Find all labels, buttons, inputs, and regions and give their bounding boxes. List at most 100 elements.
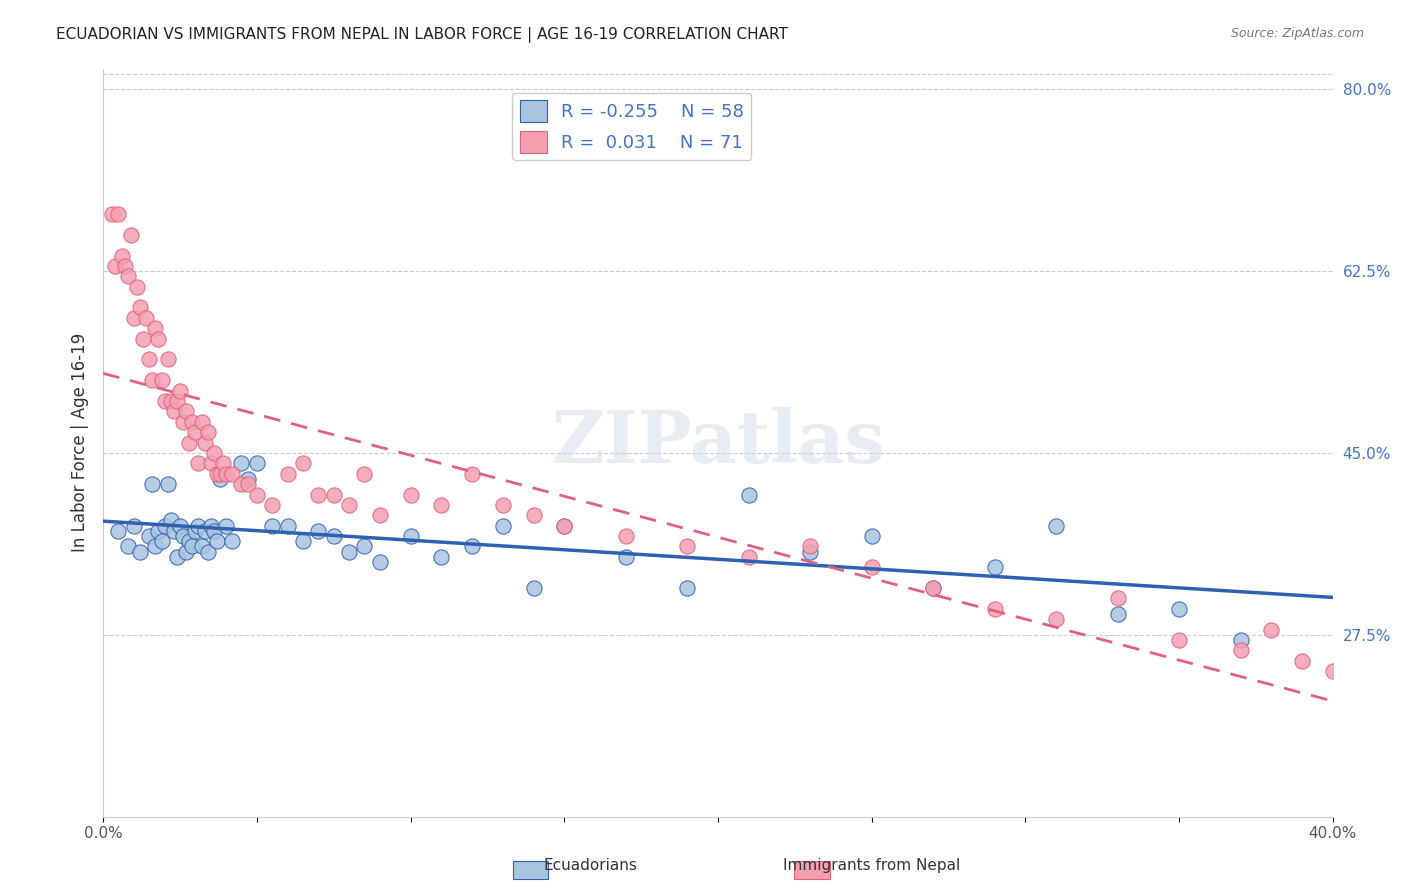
Point — [614, 549, 637, 564]
Point — [107, 524, 129, 538]
Point — [166, 394, 188, 409]
Point — [122, 518, 145, 533]
Point — [172, 529, 194, 543]
Point — [174, 404, 197, 418]
Point — [1229, 643, 1251, 657]
Point — [138, 529, 160, 543]
Point — [522, 508, 544, 523]
Point — [101, 207, 124, 221]
Point — [200, 456, 222, 470]
Point — [337, 498, 360, 512]
Point — [159, 394, 181, 409]
Point — [737, 487, 759, 501]
Point — [291, 534, 314, 549]
Point — [129, 544, 152, 558]
Point — [1168, 632, 1191, 647]
Point — [117, 269, 139, 284]
Point — [236, 472, 259, 486]
Point — [202, 446, 225, 460]
Point — [138, 352, 160, 367]
Point — [153, 518, 176, 533]
Point — [1045, 612, 1067, 626]
Legend: R = -0.255    N = 58, R =  0.031    N = 71: R = -0.255 N = 58, R = 0.031 N = 71 — [512, 93, 751, 160]
Point — [399, 487, 422, 501]
Point — [163, 524, 186, 538]
Point — [125, 279, 148, 293]
Point — [156, 352, 179, 367]
Point — [353, 540, 375, 554]
Point — [135, 310, 157, 325]
Point — [799, 544, 821, 558]
Point — [194, 435, 217, 450]
Point — [291, 456, 314, 470]
Point — [166, 549, 188, 564]
Point — [145, 321, 167, 335]
Point — [246, 456, 269, 470]
Point — [205, 467, 228, 481]
Point — [150, 534, 173, 549]
Point — [150, 373, 173, 387]
Point — [676, 581, 699, 595]
Text: ECUADORIAN VS IMMIGRANTS FROM NEPAL IN LABOR FORCE | AGE 16-19 CORRELATION CHART: ECUADORIAN VS IMMIGRANTS FROM NEPAL IN L… — [56, 27, 789, 43]
Point — [737, 549, 759, 564]
Point — [184, 425, 207, 439]
Point — [174, 544, 197, 558]
Point — [187, 456, 209, 470]
Point — [983, 560, 1005, 574]
Point — [169, 518, 191, 533]
Point — [277, 518, 299, 533]
Point — [461, 540, 484, 554]
Point — [110, 248, 132, 262]
Point — [120, 227, 142, 242]
Point — [212, 456, 235, 470]
Point — [461, 467, 484, 481]
Point — [197, 425, 219, 439]
Point — [799, 540, 821, 554]
Point — [430, 549, 453, 564]
Point — [190, 540, 212, 554]
Point — [141, 373, 163, 387]
Point — [181, 415, 204, 429]
Point — [492, 518, 515, 533]
Point — [368, 508, 391, 523]
Point — [107, 207, 129, 221]
Point — [860, 560, 883, 574]
Text: Ecuadorians: Ecuadorians — [544, 858, 637, 872]
Point — [1107, 591, 1129, 606]
Point — [236, 477, 259, 491]
Point — [208, 467, 231, 481]
Point — [104, 259, 127, 273]
Point — [215, 467, 238, 481]
Point — [1291, 654, 1313, 668]
Point — [202, 524, 225, 538]
Point — [159, 514, 181, 528]
Point — [307, 487, 329, 501]
Point — [337, 544, 360, 558]
Point — [262, 518, 284, 533]
Point — [156, 477, 179, 491]
Point — [148, 524, 170, 538]
Point — [179, 534, 201, 549]
Point — [353, 467, 375, 481]
Point — [262, 498, 284, 512]
Point — [215, 518, 238, 533]
Point — [1322, 664, 1344, 678]
Point — [1107, 607, 1129, 621]
Point — [231, 477, 253, 491]
Point — [522, 581, 544, 595]
Point — [676, 540, 699, 554]
Point — [399, 529, 422, 543]
Point — [307, 524, 329, 538]
Point — [181, 540, 204, 554]
Point — [1045, 518, 1067, 533]
Point — [129, 301, 152, 315]
Point — [179, 435, 201, 450]
Point — [246, 487, 269, 501]
Point — [322, 487, 344, 501]
Point — [1229, 632, 1251, 647]
Point — [200, 518, 222, 533]
Point — [172, 415, 194, 429]
Point — [492, 498, 515, 512]
Point — [1168, 602, 1191, 616]
Text: ZIPatlas: ZIPatlas — [551, 407, 884, 478]
